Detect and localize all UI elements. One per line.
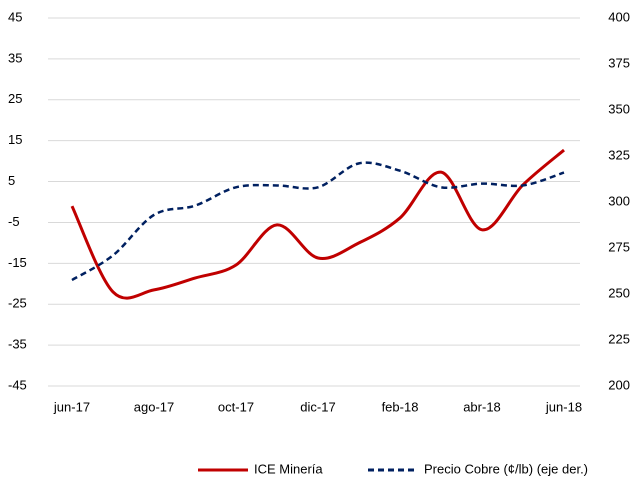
x-tick-label: jun-18 (545, 399, 582, 414)
x-tick-label: oct-17 (218, 399, 254, 414)
x-tick-label: abr-18 (463, 399, 501, 414)
y-tick-label: -15 (8, 255, 27, 270)
y2-tick-label: 350 (608, 101, 630, 116)
y2-tick-label: 325 (608, 147, 630, 162)
y-tick-label: -45 (8, 377, 27, 392)
x-tick-label: dic-17 (300, 399, 335, 414)
x-tick-label: ago-17 (134, 399, 174, 414)
y2-tick-label: 225 (608, 331, 630, 346)
line-series (71, 161, 565, 282)
legend-label: Precio Cobre (¢/lb) (eje der.) (424, 461, 588, 476)
legend-label: ICE Minería (254, 461, 323, 476)
y2-tick-label: 275 (608, 239, 630, 254)
y2-tick-label: 250 (608, 285, 630, 300)
y2-tick-label: 200 (608, 377, 630, 392)
y-tick-label: 35 (8, 50, 22, 65)
y2-tick-label: 300 (608, 193, 630, 208)
y2-tick-label: 400 (608, 9, 630, 24)
y-tick-label: -5 (8, 214, 20, 229)
y-tick-label: 25 (8, 91, 22, 106)
y-tick-label: 15 (8, 132, 22, 147)
y2-tick-label: 375 (608, 55, 630, 70)
line-series (70, 148, 565, 300)
y-tick-label: 5 (8, 173, 15, 188)
x-tick-label: feb-18 (382, 399, 419, 414)
x-tick-label: jun-17 (53, 399, 90, 414)
y-tick-label: -35 (8, 337, 27, 352)
y-tick-label: 45 (8, 9, 22, 24)
y-tick-label: -25 (8, 296, 27, 311)
